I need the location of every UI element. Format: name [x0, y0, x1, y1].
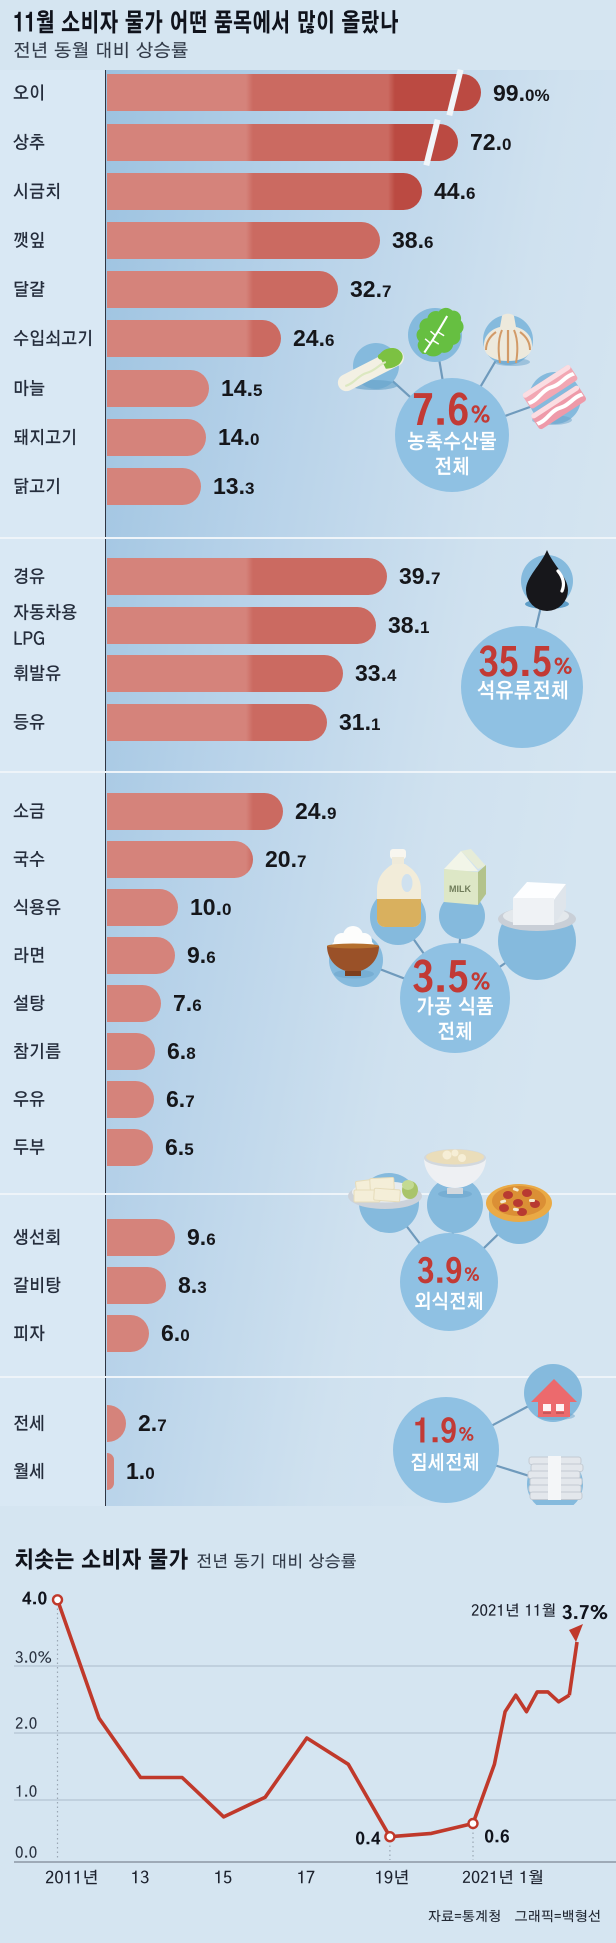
svg-text:MILK: MILK — [449, 884, 471, 894]
